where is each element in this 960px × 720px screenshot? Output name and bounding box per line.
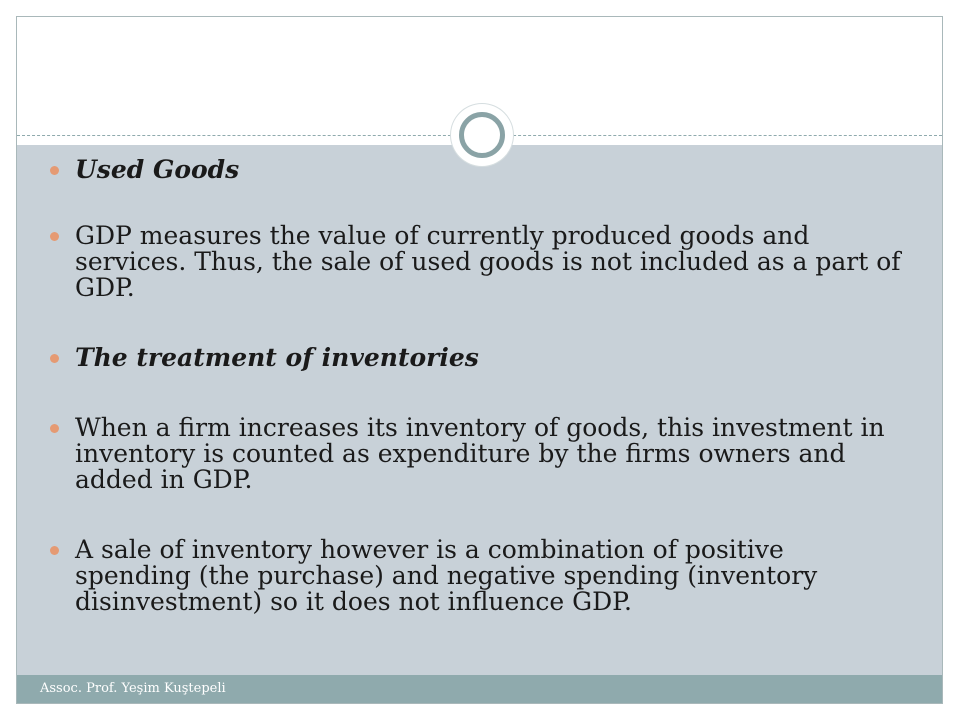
content-area	[17, 145, 942, 675]
bullet-item: A sale of inventory however is a combina…	[47, 537, 907, 615]
bullet-dot-icon	[50, 546, 59, 555]
bullet-text: GDP measures the value of currently prod…	[75, 221, 901, 302]
bullet-dot-icon	[50, 232, 59, 241]
bullet-list: Used Goods GDP measures the value of cur…	[47, 157, 907, 615]
bullet-text: A sale of inventory however is a combina…	[75, 535, 818, 616]
bullet-dot-icon	[50, 166, 59, 175]
bullet-text: When a firm increases its inventory of g…	[75, 413, 885, 494]
footer-bar: Assoc. Prof. Yeşim Kuştepeli	[17, 675, 942, 703]
circle-ring	[459, 112, 505, 158]
bullet-item: Used Goods	[47, 157, 907, 183]
decorative-circle-icon	[451, 104, 513, 166]
bullet-item: GDP measures the value of currently prod…	[47, 223, 907, 301]
bullet-text: The treatment of inventories	[75, 343, 479, 372]
slide: Used Goods GDP measures the value of cur…	[16, 16, 943, 704]
bullet-text: Used Goods	[75, 155, 240, 184]
bullet-item: When a firm increases its inventory of g…	[47, 415, 907, 493]
bullet-dot-icon	[50, 424, 59, 433]
footer-author: Assoc. Prof. Yeşim Kuştepeli	[40, 681, 226, 696]
bullet-dot-icon	[50, 354, 59, 363]
bullet-item: The treatment of inventories	[47, 345, 907, 371]
